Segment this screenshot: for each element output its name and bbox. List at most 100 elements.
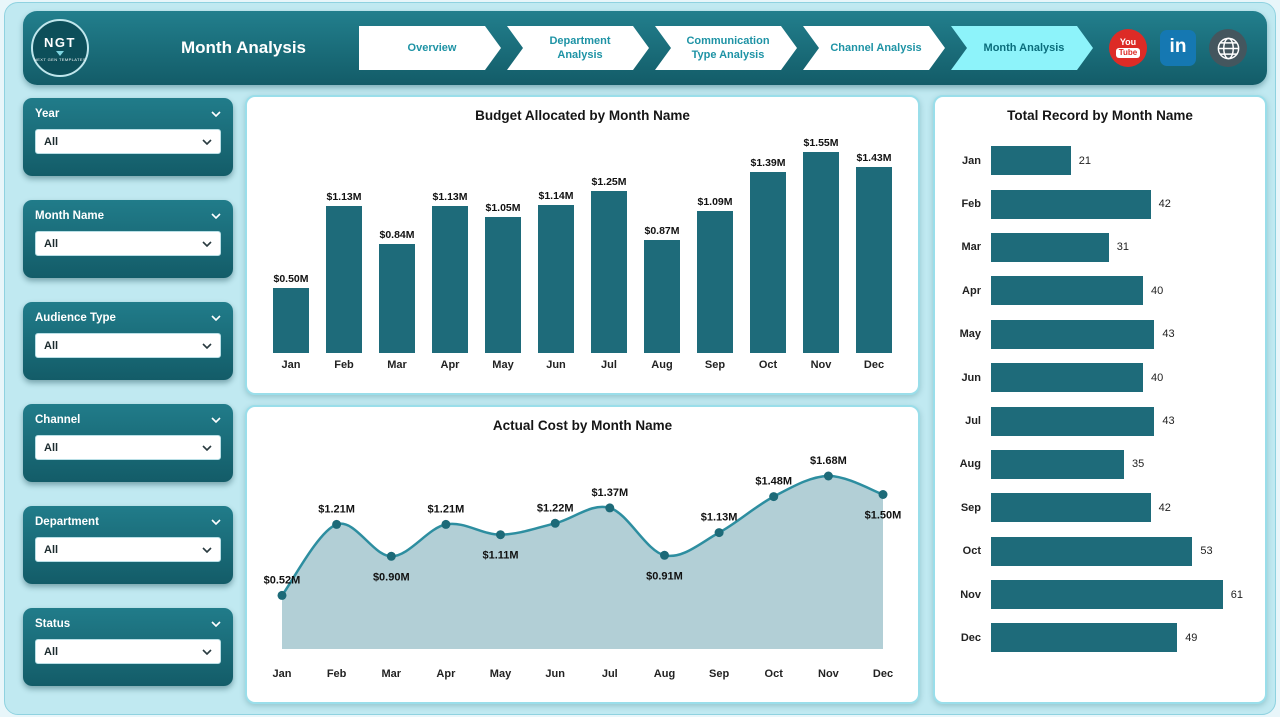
data-point-marker[interactable] [878, 490, 888, 499]
bar[interactable] [991, 580, 1223, 610]
dashboard-background: NGT NEXT GEN TEMPLATES Month Analysis Ov… [4, 2, 1276, 715]
bar-value-label: 40 [1151, 371, 1164, 384]
data-point-marker[interactable] [496, 530, 505, 540]
data-point-marker[interactable] [605, 503, 615, 513]
nav-item-month-analysis[interactable]: Month Analysis [951, 26, 1093, 70]
bar[interactable] [803, 151, 839, 353]
bar[interactable] [991, 189, 1151, 219]
bar-row: Jul 43 [949, 399, 1253, 442]
chevron-down-icon[interactable] [211, 621, 221, 627]
bar[interactable] [991, 493, 1151, 523]
bar-column: $1.05M [483, 202, 523, 353]
bar-column: $1.09M [695, 196, 735, 353]
slicer-label: Month Name [35, 210, 104, 222]
x-axis-label: Dec [863, 359, 885, 371]
globe-icon[interactable] [1209, 29, 1247, 67]
chevron-down-icon[interactable] [211, 213, 221, 219]
slicer-dropdown[interactable]: All [35, 537, 221, 562]
bar[interactable] [750, 172, 786, 353]
bar-value-label: 35 [1132, 458, 1145, 471]
bar-value-label: $1.25M [591, 175, 627, 188]
data-point-marker[interactable] [386, 551, 396, 561]
data-point-label: $1.22M [537, 502, 574, 514]
data-point-label: $1.48M [755, 476, 792, 488]
chevron-down-icon [202, 546, 212, 553]
data-point-marker[interactable] [714, 528, 724, 538]
x-axis-label: Jun [545, 668, 565, 680]
nav-item-department-analysis[interactable]: Department Analysis [507, 26, 649, 70]
bar[interactable] [432, 206, 468, 353]
bar-column: $0.50M [271, 273, 311, 353]
chevron-down-icon[interactable] [211, 519, 221, 525]
bar-value-label: $1.13M [432, 191, 468, 204]
slicer-dropdown[interactable]: All [35, 129, 221, 154]
x-axis-label: Sep [704, 359, 726, 371]
bar[interactable] [591, 190, 627, 353]
x-axis-label: Aug [654, 668, 675, 680]
total-record-bar-chart: Jan 21 Feb 42 Mar 31 Apr 40 May 43 Jun 40 Jul 43 Aug 35… [949, 139, 1253, 660]
data-point-marker[interactable] [823, 471, 833, 481]
y-axis-label: Oct [962, 545, 981, 558]
slicer-month-name: Month Name All [23, 200, 233, 278]
nav-item-overview[interactable]: Overview [359, 26, 501, 70]
bar[interactable] [991, 232, 1109, 262]
data-point-marker[interactable] [441, 519, 451, 529]
bar[interactable] [991, 449, 1124, 479]
slicer-dropdown[interactable]: All [35, 435, 221, 460]
bar[interactable] [991, 146, 1071, 176]
bar-value-label: $1.43M [856, 152, 892, 165]
bar[interactable] [991, 536, 1193, 566]
bar-value-label: 21 [1078, 154, 1092, 167]
slicer-header: Department [35, 516, 221, 528]
bar[interactable] [538, 204, 574, 353]
x-axis-label: Feb [334, 359, 354, 371]
chevron-down-icon [202, 240, 212, 247]
bar-column: $1.43M [854, 152, 894, 353]
youtube-icon[interactable]: You Tube [1109, 29, 1147, 67]
bar-value-label: $1.09M [697, 196, 733, 209]
bar[interactable] [991, 623, 1178, 653]
x-axis-label: Oct [758, 359, 778, 371]
slicer-selected-value: All [44, 543, 59, 556]
slicer-dropdown[interactable]: All [35, 333, 221, 358]
bar[interactable] [644, 239, 680, 353]
data-point-marker[interactable] [550, 518, 560, 528]
slicer-department: Department All [23, 506, 233, 584]
bar[interactable] [326, 206, 362, 353]
bar[interactable] [991, 363, 1143, 393]
bar-value-label: $1.14M [538, 189, 574, 202]
linkedin-icon[interactable]: in [1160, 30, 1196, 66]
budget-chart-title: Budget Allocated by Month Name [475, 108, 690, 123]
bar[interactable] [273, 288, 309, 353]
chevron-down-icon[interactable] [211, 417, 221, 423]
data-point-marker[interactable] [277, 590, 287, 600]
data-point-marker[interactable] [769, 492, 779, 502]
nav-item-channel-analysis[interactable]: Channel Analysis [803, 26, 945, 70]
bar[interactable] [856, 167, 892, 353]
bar[interactable] [697, 211, 733, 353]
bar[interactable] [991, 406, 1155, 436]
bar[interactable] [991, 319, 1155, 349]
filter-sidebar: Year All Month Name All Audience Type All Chan… [23, 98, 233, 686]
slicer-dropdown[interactable]: All [35, 639, 221, 664]
bar-row: Sep 42 [949, 486, 1253, 529]
data-point-label: $1.37M [591, 487, 628, 499]
slicer-dropdown[interactable]: All [35, 231, 221, 256]
data-point-marker[interactable] [332, 519, 342, 529]
bar[interactable] [991, 276, 1143, 306]
bar-column: $1.14M [536, 190, 576, 353]
chevron-down-icon[interactable] [211, 315, 221, 321]
x-axis-label: Jan [281, 359, 301, 371]
bar[interactable] [485, 216, 521, 353]
chevron-down-icon[interactable] [211, 111, 221, 117]
nav-item-label: Communication Type Analysis [686, 34, 770, 61]
bar[interactable] [379, 243, 415, 353]
slicer-header: Audience Type [35, 312, 221, 324]
nav-item-communication-type-analysis[interactable]: Communication Type Analysis [655, 26, 797, 70]
bar-row: Nov 61 [949, 573, 1253, 616]
data-point-marker[interactable] [660, 550, 669, 560]
total-record-chart-card: Total Record by Month Name Jan 21 Feb 42 Mar… [933, 95, 1267, 704]
bar-row: May 43 [949, 313, 1253, 356]
bar-row: Feb 42 [949, 182, 1253, 225]
area-fill [282, 475, 883, 649]
